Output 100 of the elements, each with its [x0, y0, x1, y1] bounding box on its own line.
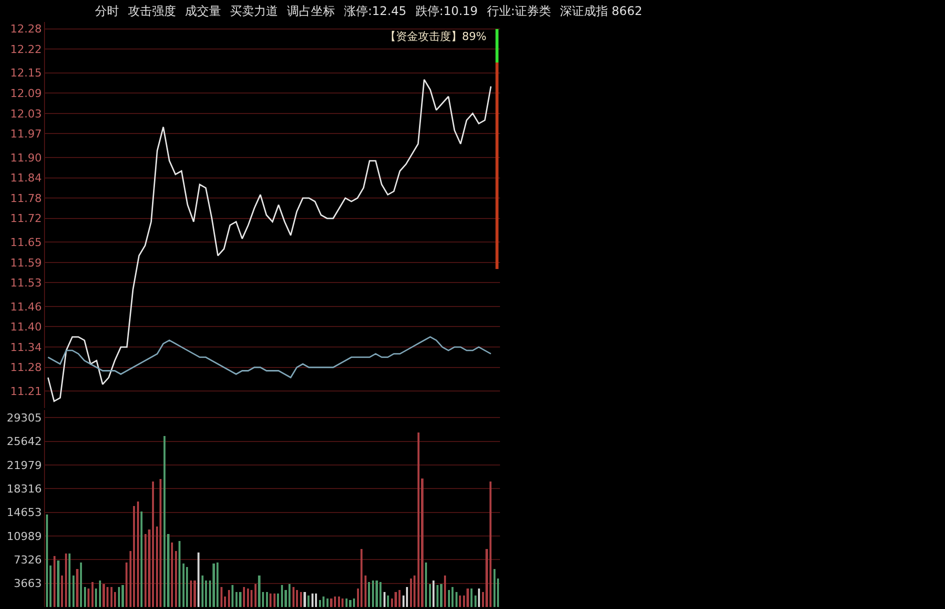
bar — [186, 566, 188, 607]
y-tick-label: 11.90 — [10, 151, 42, 164]
bar — [182, 564, 184, 607]
y-tick-label: 3663 — [14, 577, 42, 590]
bar — [452, 586, 454, 607]
bar — [349, 600, 352, 607]
bar — [110, 586, 112, 607]
y-tick-label: 21979 — [6, 458, 42, 472]
bar — [292, 586, 294, 607]
bar — [198, 552, 200, 607]
bar — [273, 593, 276, 607]
bar — [307, 595, 310, 607]
bar — [296, 590, 298, 607]
bar — [304, 592, 306, 607]
bar — [360, 548, 363, 607]
bar — [372, 580, 374, 607]
bar — [201, 575, 204, 607]
y-tick-label: 11.53 — [10, 276, 42, 290]
bar — [194, 580, 196, 607]
y-tick-label: 11.72 — [10, 212, 42, 226]
y-tick-label: 11.59 — [10, 256, 42, 270]
bar — [232, 585, 234, 607]
bar — [387, 595, 390, 607]
bar — [459, 595, 462, 607]
line-series — [47, 336, 492, 378]
bar — [160, 479, 162, 607]
bar — [68, 553, 71, 607]
y-tick-label: 11.28 — [10, 361, 42, 374]
y-tick-label: 12.09 — [10, 86, 42, 100]
bar — [352, 598, 356, 607]
bar — [270, 593, 272, 607]
bar — [84, 586, 86, 607]
bar — [216, 562, 219, 607]
bar — [190, 580, 192, 607]
y-tick-label: 25642 — [6, 435, 42, 448]
bar — [246, 588, 249, 607]
bar — [288, 584, 291, 607]
bar — [152, 482, 154, 607]
y-tick-label: 11.21 — [10, 384, 42, 398]
bar — [95, 588, 98, 607]
bar — [46, 514, 48, 607]
annotation: 【资金攻击度】89% — [385, 30, 486, 43]
bar — [342, 598, 344, 607]
bar — [118, 586, 120, 607]
bar — [436, 585, 438, 607]
bar — [474, 595, 476, 607]
bar — [57, 560, 60, 607]
bar — [88, 588, 90, 607]
y-tick-label: 12.22 — [10, 42, 42, 56]
bar — [410, 578, 412, 607]
bar — [345, 598, 348, 607]
bar — [125, 562, 128, 607]
bar — [432, 580, 435, 607]
bar — [440, 584, 442, 607]
bar — [380, 582, 382, 607]
bar — [322, 596, 325, 607]
bar — [53, 556, 56, 607]
bar — [489, 482, 492, 607]
y-tick-label: 11.78 — [10, 192, 42, 205]
bar — [106, 586, 109, 607]
bar — [280, 585, 284, 607]
bar — [455, 592, 458, 607]
bar — [493, 568, 496, 607]
text: 成交量 — [185, 3, 221, 20]
y-tick-label: 18316 — [6, 482, 42, 496]
bar — [425, 562, 428, 607]
bar — [136, 502, 139, 607]
text: 涨停:12.45 — [344, 3, 406, 20]
bar — [178, 541, 181, 607]
bar — [414, 575, 416, 607]
text: 行业:证券类 — [486, 3, 551, 20]
y-tick-label: 7326 — [14, 554, 42, 567]
bar — [368, 582, 370, 607]
y-tick-label: 14653 — [6, 506, 42, 520]
bar — [61, 575, 64, 607]
bar — [326, 598, 329, 607]
text: 深证成指 8662 — [560, 3, 642, 20]
bar — [315, 593, 318, 607]
bar — [394, 592, 397, 607]
bar — [243, 586, 246, 607]
bar — [254, 584, 256, 607]
bar — [239, 592, 242, 607]
line-series — [47, 78, 492, 402]
bar — [417, 432, 420, 607]
y-tick-label: 12.03 — [10, 107, 42, 120]
text: 调占坐标 — [287, 3, 335, 20]
bar — [470, 588, 473, 607]
bar — [163, 436, 166, 607]
text: 分时 — [95, 3, 119, 20]
y-tick-label: 11.46 — [10, 300, 42, 314]
bar — [72, 575, 74, 607]
y-tick-label: 10989 — [6, 530, 42, 543]
bar — [91, 582, 94, 607]
bar — [80, 562, 82, 607]
bar — [277, 593, 280, 607]
bar — [428, 584, 431, 607]
y-tick-label: 11.84 — [10, 172, 42, 185]
bar — [311, 593, 314, 607]
y-tick-label: 11.40 — [10, 320, 42, 334]
bar — [98, 580, 102, 607]
